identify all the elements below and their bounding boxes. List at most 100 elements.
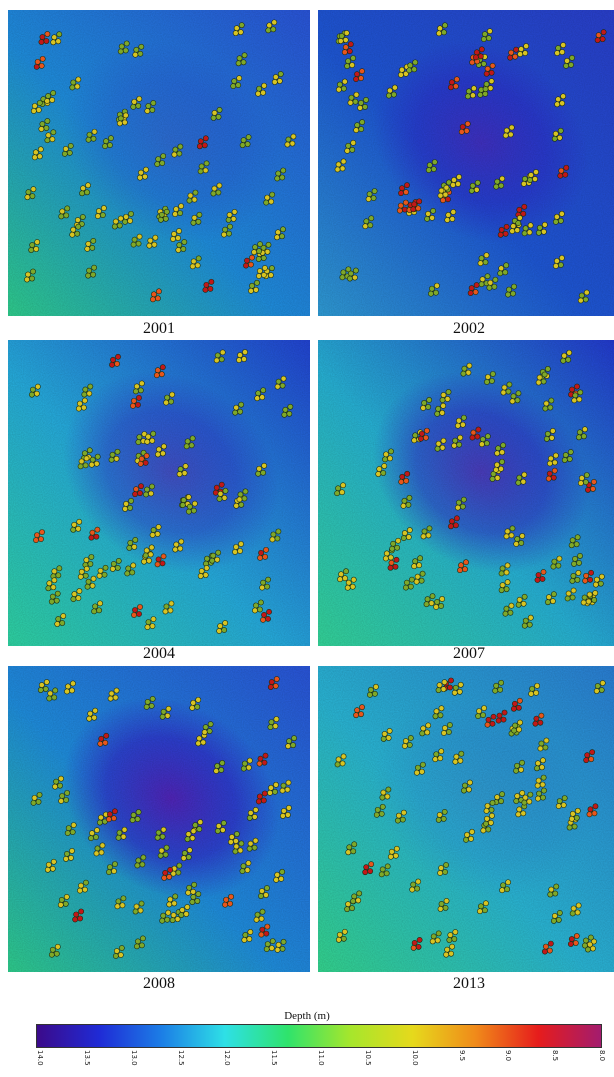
reef-module bbox=[172, 203, 185, 218]
colorbar-title: Depth (m) bbox=[284, 1010, 330, 1022]
reef-module bbox=[132, 900, 145, 915]
reef-module bbox=[424, 207, 436, 222]
reef-module bbox=[434, 437, 447, 452]
reef-module bbox=[189, 696, 202, 711]
reef-module bbox=[509, 390, 522, 405]
reef-module bbox=[284, 133, 297, 148]
colorbar-ticks: 14.0 13.5 13.0 12.5 12.0 11.5 11.0 10.5 10.0 9.5 9… bbox=[0, 1050, 614, 1072]
reef-module bbox=[547, 883, 560, 898]
reef-module bbox=[274, 167, 287, 182]
reef-module bbox=[88, 453, 101, 468]
reef-module bbox=[567, 933, 580, 947]
reef-module bbox=[463, 828, 475, 843]
reef-module bbox=[483, 799, 496, 814]
reef-module bbox=[135, 431, 148, 446]
reef-module bbox=[461, 779, 473, 794]
reef-module bbox=[189, 891, 202, 905]
bathymetry-panel-2004 bbox=[8, 340, 310, 646]
reef-module bbox=[563, 54, 575, 69]
reef-module bbox=[503, 525, 516, 540]
reef-module bbox=[582, 569, 595, 584]
reef-module bbox=[44, 90, 57, 104]
reef-module bbox=[213, 760, 226, 774]
reef-module bbox=[334, 158, 347, 173]
reef-module bbox=[396, 199, 409, 214]
panel-year-label: 2001 bbox=[143, 320, 175, 337]
reef-module bbox=[153, 364, 166, 379]
reef-module bbox=[554, 93, 567, 108]
reef-module bbox=[149, 524, 162, 538]
colorbar-tick-label: 9.5 bbox=[457, 1050, 466, 1062]
reef-module bbox=[108, 448, 121, 463]
reef-module bbox=[400, 494, 413, 509]
reef-module bbox=[213, 349, 226, 364]
reef-module bbox=[582, 934, 594, 949]
reef-module bbox=[418, 427, 430, 442]
reef-module bbox=[560, 349, 573, 364]
panel-year-label: 2004 bbox=[143, 645, 175, 662]
reef-module bbox=[48, 943, 61, 958]
reef-module bbox=[553, 255, 565, 269]
bathymetry-map bbox=[318, 10, 614, 316]
reef-module bbox=[82, 554, 95, 568]
reef-module bbox=[484, 713, 497, 728]
reef-module bbox=[337, 30, 350, 44]
reef-module bbox=[420, 397, 433, 411]
reef-module bbox=[554, 42, 567, 56]
bathymetry-panel-2002 bbox=[318, 10, 614, 316]
reef-module bbox=[279, 779, 292, 794]
reef-module bbox=[166, 893, 179, 908]
reef-module bbox=[230, 75, 243, 90]
reef-module bbox=[122, 210, 134, 225]
reef-module bbox=[130, 233, 143, 248]
reef-module bbox=[256, 752, 269, 767]
reef-module bbox=[144, 430, 157, 445]
reef-module bbox=[256, 265, 268, 279]
reef-module bbox=[498, 562, 511, 577]
reef-module bbox=[513, 759, 525, 774]
reef-module bbox=[344, 576, 357, 591]
reef-module bbox=[335, 78, 348, 93]
reef-module bbox=[157, 844, 170, 859]
reef-module bbox=[435, 809, 448, 823]
reef-module bbox=[130, 394, 142, 409]
bathymetry-map bbox=[8, 340, 310, 646]
colorbar-tick-label: 13.0 bbox=[129, 1050, 138, 1066]
reef-module bbox=[483, 812, 495, 827]
reef-module bbox=[70, 588, 83, 602]
reef-module bbox=[568, 807, 581, 822]
reef-module bbox=[444, 209, 457, 223]
reef-module bbox=[225, 208, 238, 223]
reef-module bbox=[46, 687, 59, 702]
reef-module bbox=[130, 95, 143, 110]
reef-module bbox=[77, 565, 90, 580]
reef-module bbox=[537, 737, 550, 752]
reef-module bbox=[367, 683, 379, 698]
reef-module bbox=[137, 452, 150, 467]
reef-module bbox=[243, 254, 255, 269]
reef-module bbox=[495, 709, 508, 724]
reef-module bbox=[429, 930, 442, 945]
reef-module bbox=[88, 526, 101, 541]
reef-module bbox=[253, 908, 266, 923]
reef-module bbox=[64, 680, 76, 695]
reef-module bbox=[454, 414, 467, 429]
reef-module bbox=[285, 735, 297, 750]
reef-module bbox=[115, 826, 128, 841]
reef-module bbox=[373, 803, 386, 818]
reef-module bbox=[263, 938, 276, 952]
reef-module bbox=[88, 827, 100, 842]
reef-module bbox=[161, 867, 174, 881]
reef-module bbox=[197, 565, 210, 579]
reef-module bbox=[86, 707, 99, 722]
reef-module bbox=[545, 467, 558, 482]
reef-module bbox=[535, 371, 548, 386]
reef-module bbox=[344, 898, 356, 913]
reef-module bbox=[85, 128, 98, 143]
reef-module bbox=[154, 826, 167, 841]
colorbar-tick-label: 11.5 bbox=[270, 1050, 279, 1066]
reef-module bbox=[93, 842, 106, 857]
reef-module bbox=[446, 929, 459, 943]
reef-module bbox=[221, 223, 233, 238]
reef-module bbox=[543, 428, 556, 442]
